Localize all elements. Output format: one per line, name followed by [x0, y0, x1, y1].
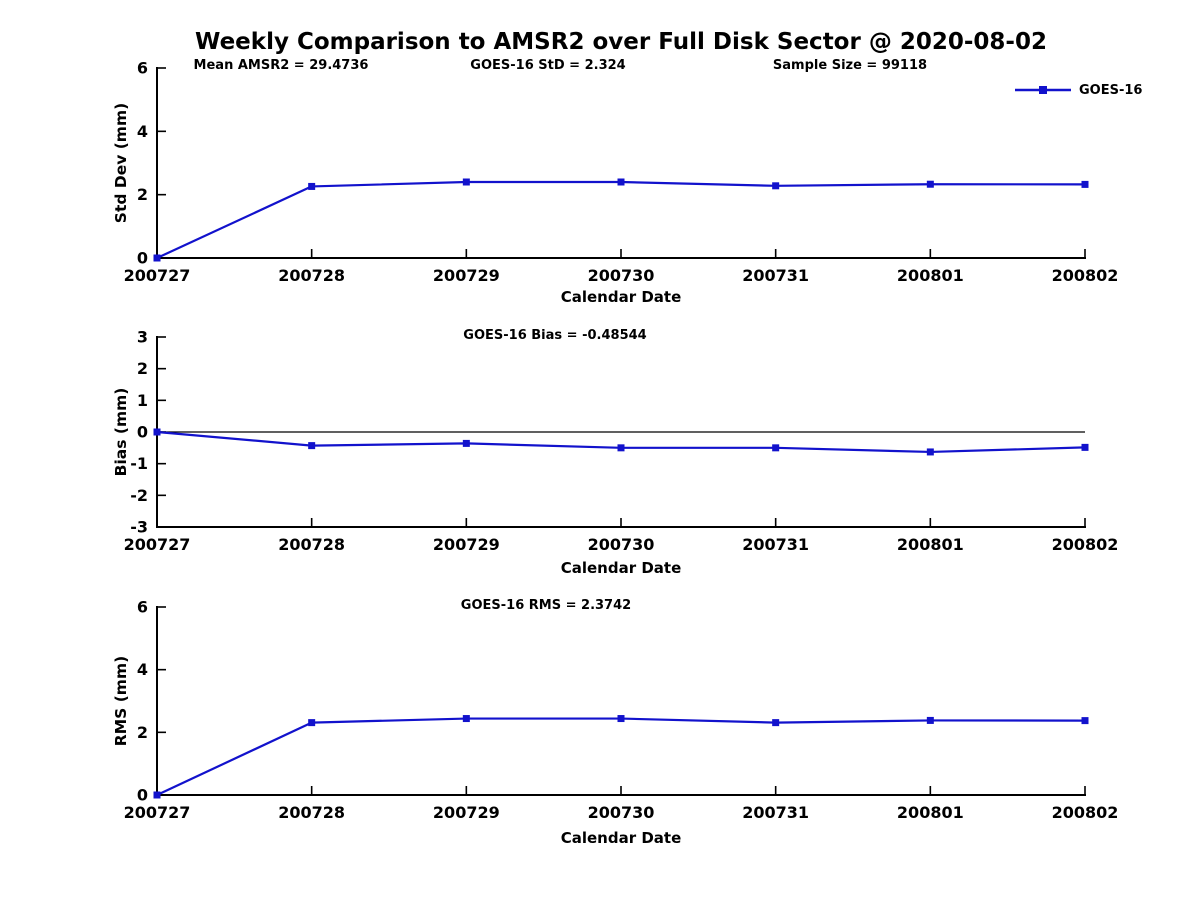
y-tick-label: 2: [137, 723, 148, 742]
annotation-sample-size: Sample Size = 99118: [772, 58, 928, 73]
y-tick-label: -2: [130, 486, 148, 505]
y-tick-label: 4: [137, 660, 148, 679]
xlabel-calendar-date-3: Calendar Date: [560, 829, 682, 847]
data-point-marker: [462, 715, 470, 723]
data-point-marker: [1081, 717, 1089, 725]
figure-title: Weekly Comparison to AMSR2 over Full Dis…: [195, 29, 1047, 55]
x-tick-label: 200730: [588, 803, 655, 822]
x-tick-label: 200729: [433, 266, 500, 285]
panel-rms: 0 2 4 6 200727 200728 200729 200730 200731 200801…: [124, 598, 1119, 823]
x-tick-label: 200801: [897, 535, 964, 554]
y-tick-label: 4: [137, 122, 148, 141]
x-tick-label: 200730: [588, 266, 655, 285]
y-tick-label: 1: [137, 391, 148, 410]
x-tick-label: 200731: [742, 803, 809, 822]
y-tick-label: 0: [137, 249, 148, 268]
data-point-marker: [926, 180, 934, 188]
data-point-marker: [462, 439, 470, 447]
panel-bias: -3 -2 -1 0 1 2 3 200727 200728 200729 200730 200731…: [124, 328, 1119, 555]
y-tick-label: 0: [137, 786, 148, 805]
xlabel-calendar-date-1: Calendar Date: [560, 288, 682, 306]
x-tick-label: 200802: [1052, 535, 1119, 554]
data-point-marker: [926, 716, 934, 724]
data-point-marker: [1081, 180, 1089, 188]
data-point-marker: [308, 182, 316, 190]
legend-line-marker-icon: [1015, 86, 1071, 94]
data-point-marker: [308, 719, 316, 727]
data-point-marker: [617, 715, 625, 723]
data-point-marker: [153, 791, 161, 799]
y-tick-label: 0: [137, 423, 148, 442]
y-tick-label: -3: [130, 518, 148, 537]
data-point-marker: [153, 254, 161, 262]
y-tick-label: 2: [137, 359, 148, 378]
x-tick-label: 200727: [124, 266, 191, 285]
data-point-marker: [1081, 443, 1089, 451]
legend: GOES-16: [1014, 82, 1142, 98]
data-point-marker: [926, 448, 934, 456]
series-line-goes-16: [156, 717, 1086, 796]
x-tick-label: 200801: [897, 266, 964, 285]
data-point-marker: [617, 444, 625, 452]
x-tick-label: 200729: [433, 803, 500, 822]
y-tick-label: 3: [137, 328, 148, 347]
data-point-marker: [617, 178, 625, 186]
x-tick-label: 200728: [278, 266, 345, 285]
panel-std-dev: 0 2 4 6 200727 200728 200729 200730 200731 200801…: [124, 59, 1119, 286]
x-tick-label: 200730: [588, 535, 655, 554]
annotation-mean-amsr2: Mean AMSR2 = 29.4736: [193, 58, 369, 73]
x-tick-label: 200727: [124, 803, 191, 822]
x-tick-label: 200729: [433, 535, 500, 554]
x-tick-label: 200731: [742, 266, 809, 285]
data-point-marker: [772, 719, 780, 727]
x-tick-label: 200802: [1052, 803, 1119, 822]
xlabel-calendar-date-2: Calendar Date: [560, 559, 682, 577]
x-tick-label: 200728: [278, 535, 345, 554]
x-tick-label: 200802: [1052, 266, 1119, 285]
data-point-marker: [308, 442, 316, 450]
legend-label: GOES-16: [1079, 82, 1143, 98]
data-point-marker: [153, 428, 161, 436]
y-tick-label: -1: [130, 454, 148, 473]
annotation-goes16-std: GOES-16 StD = 2.324: [470, 58, 626, 73]
y-tick-label: 2: [137, 185, 148, 204]
data-point-marker: [772, 444, 780, 452]
data-point-marker: [462, 178, 470, 186]
data-point-marker: [772, 182, 780, 190]
y-tick-label: 6: [137, 59, 148, 78]
y-tick-label: 6: [137, 598, 148, 617]
x-tick-label: 200731: [742, 535, 809, 554]
x-tick-label: 200727: [124, 535, 191, 554]
annotation-goes16-rms: GOES-16 RMS = 2.3742: [460, 598, 632, 613]
series-line-goes-16: [156, 180, 1086, 259]
x-tick-label: 200801: [897, 803, 964, 822]
annotation-goes16-bias: GOES-16 Bias = -0.48544: [463, 328, 647, 343]
x-tick-label: 200728: [278, 803, 345, 822]
